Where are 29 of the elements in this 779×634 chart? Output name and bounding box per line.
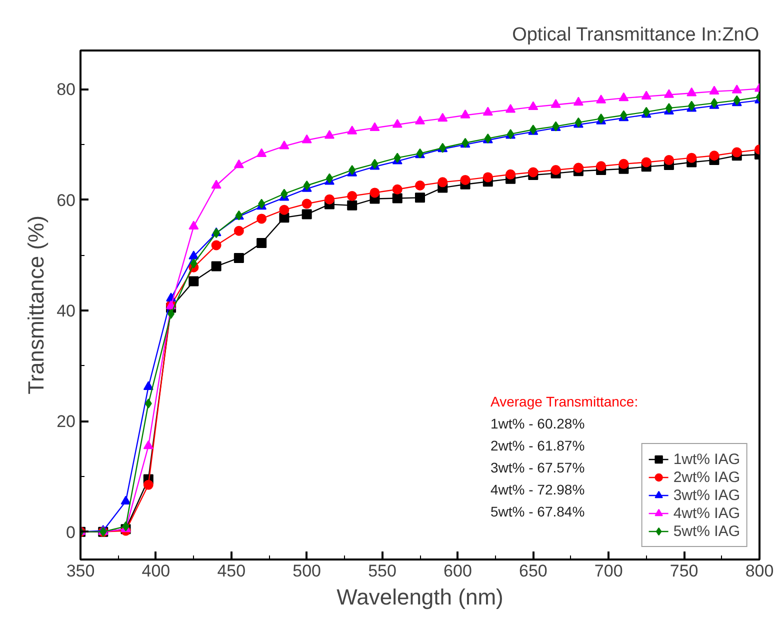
y-tick-label: 40 xyxy=(56,302,76,321)
legend-label: 1wt% IAG xyxy=(673,450,740,468)
y-axis-title: Transmittance (%) xyxy=(24,216,49,394)
x-tick-label: 500 xyxy=(292,562,322,580)
y-tick-label: 60 xyxy=(56,190,76,210)
legend-label: 4wt% IAG xyxy=(673,504,740,522)
x-tick-label: 700 xyxy=(594,562,623,580)
y-tick-label: 0 xyxy=(66,522,76,542)
legend-label: 5wt% IAG xyxy=(673,522,740,540)
x-axis-title: Wavelength (nm) xyxy=(336,584,504,610)
legend-label: 2wt% IAG xyxy=(673,468,740,486)
legend-label: 3wt% IAG xyxy=(673,486,740,504)
x-tick-label: 450 xyxy=(217,562,246,580)
annotation: Average Transmittance: xyxy=(490,394,638,410)
x-tick-label: 400 xyxy=(142,562,170,580)
annotation: 3wt% - 67.57% xyxy=(490,460,585,476)
x-tick-label: 550 xyxy=(368,562,396,580)
x-tick-label: 600 xyxy=(444,562,472,580)
x-tick-label: 350 xyxy=(66,562,95,580)
annotation: 1wt% - 60.28% xyxy=(490,416,585,432)
y-tick-label: 80 xyxy=(56,80,76,100)
y-tick-label: 20 xyxy=(56,412,76,432)
annotation: 4wt% - 72.98% xyxy=(490,482,585,498)
annotation: 2wt% - 61.87% xyxy=(490,438,585,454)
x-tick-label: 650 xyxy=(518,562,548,580)
x-tick-label: 750 xyxy=(670,562,698,580)
annotation: 5wt% - 67.84% xyxy=(490,504,585,520)
x-tick-label: 800 xyxy=(745,562,774,580)
chart-title: Optical Transmittance In:ZnO xyxy=(512,24,760,46)
